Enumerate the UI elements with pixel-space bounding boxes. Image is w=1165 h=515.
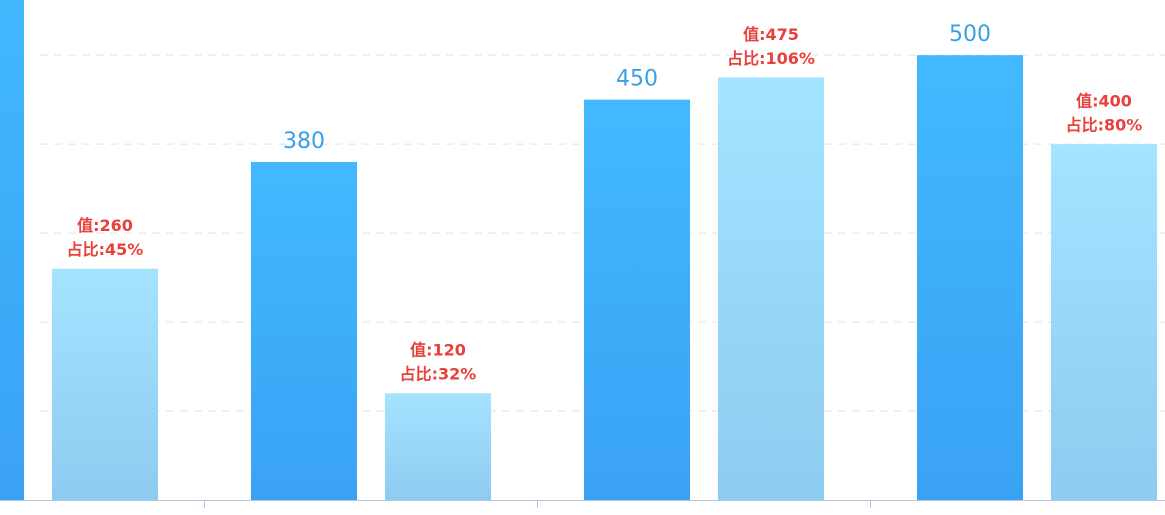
- value-label: 值:475: [743, 25, 799, 44]
- value-label: 占比:106%: [727, 49, 815, 68]
- value-label: 占比:32%: [400, 365, 477, 384]
- value-label: 500: [949, 22, 991, 47]
- value-label: 值:260: [77, 216, 133, 235]
- bar: [584, 99, 690, 500]
- bar: [251, 161, 357, 500]
- plot-area: 600380450500值:260占比:45%值:120占比:32%值:475占…: [0, 0, 1157, 500]
- value-label: 380: [283, 129, 325, 154]
- bar: [385, 393, 491, 500]
- value-label: 值:400: [1076, 92, 1132, 111]
- bar: [1051, 144, 1157, 500]
- value-label: 值:120: [410, 341, 466, 360]
- value-label: 占比:80%: [1066, 116, 1143, 135]
- value-label: 450: [616, 67, 658, 92]
- bar: [718, 77, 824, 500]
- bar: [917, 55, 1023, 500]
- value-label: 占比:45%: [67, 240, 144, 259]
- bar: [52, 268, 158, 500]
- bar: [0, 0, 24, 500]
